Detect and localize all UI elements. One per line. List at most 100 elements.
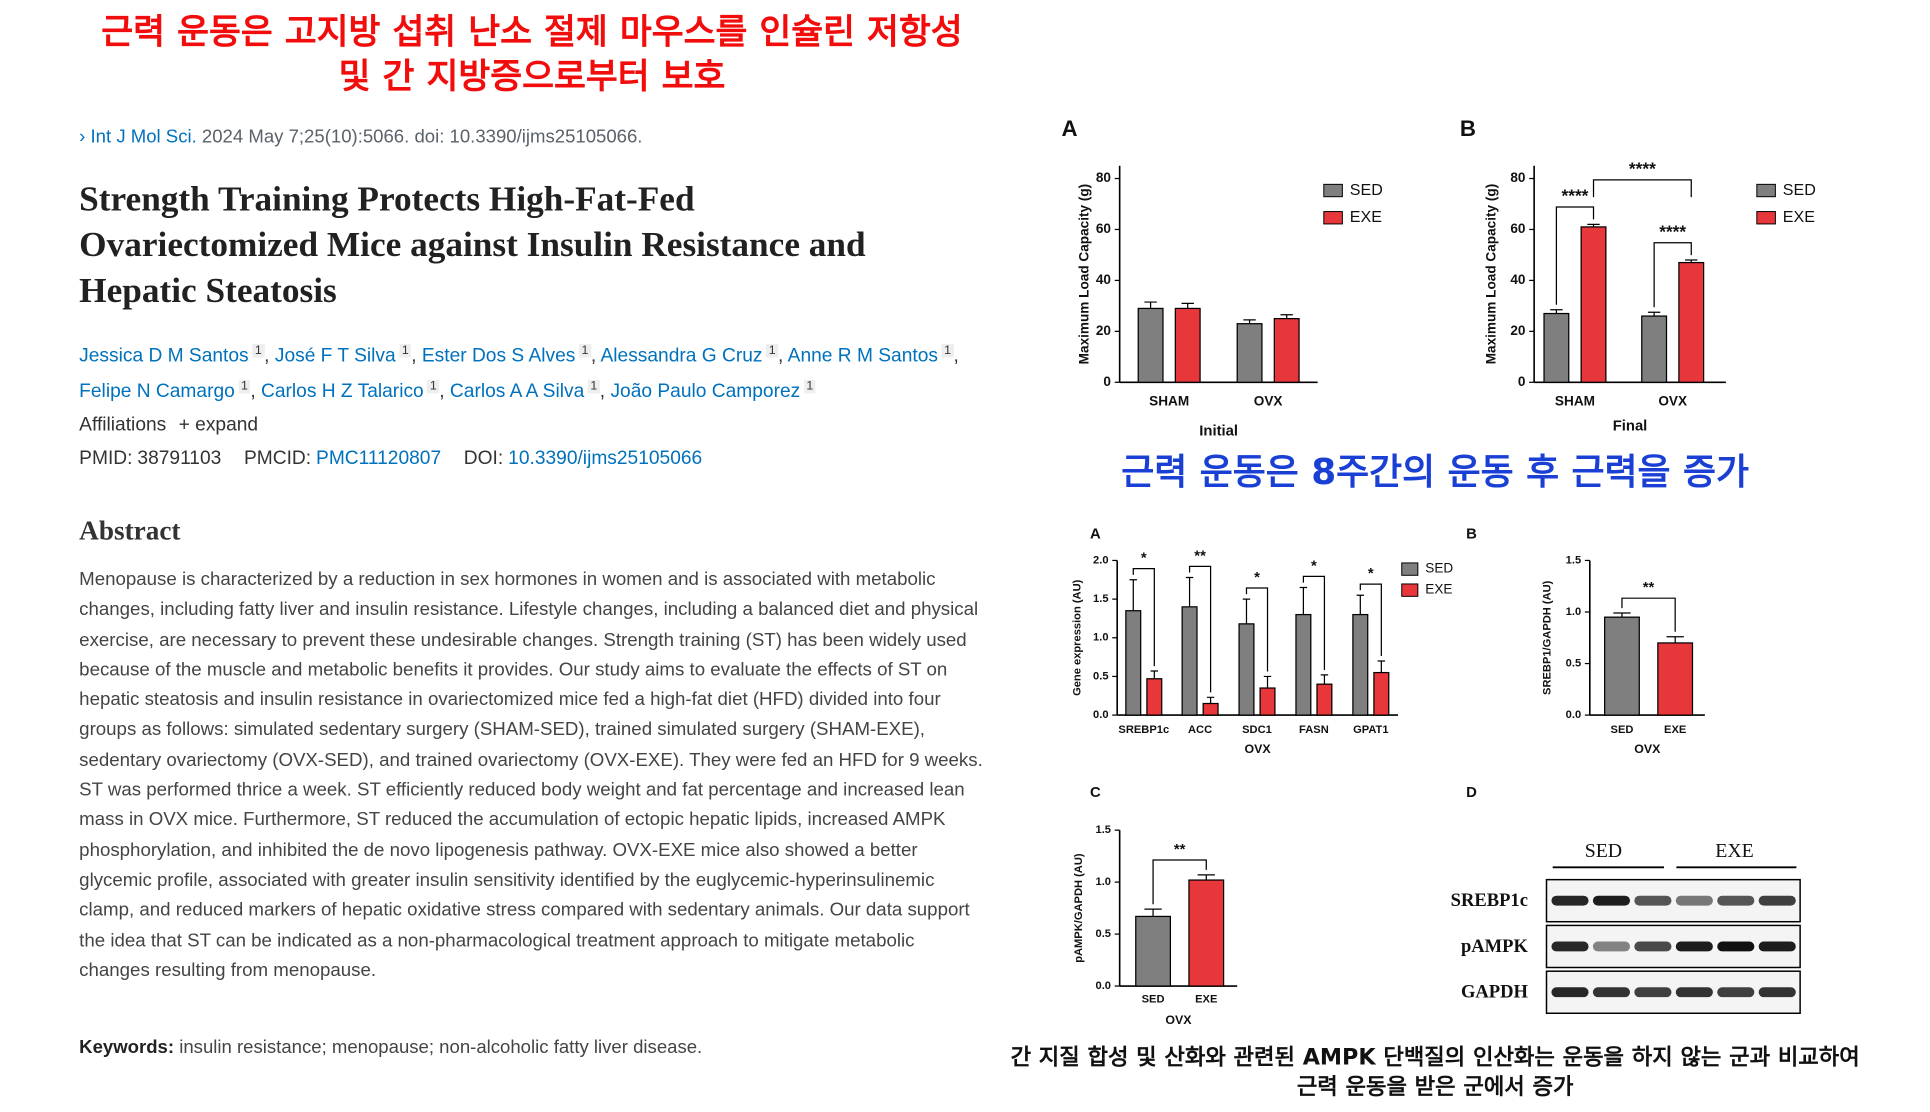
author-name[interactable]: José F T Silva (274, 345, 396, 367)
author-name[interactable]: Alessandra G Cruz (600, 345, 763, 367)
bar (1657, 642, 1694, 716)
keywords: Keywords: insulin resistance; menopause;… (79, 1037, 702, 1058)
affiliation-number[interactable]: 1 (399, 343, 412, 358)
blot-row-label: pAMPK (1461, 936, 1529, 957)
author[interactable]: Ester Dos S Alves 1 (421, 343, 600, 367)
x-tick-label: OVX (1658, 394, 1687, 409)
expand-button[interactable]: expand (166, 414, 258, 435)
pmcid[interactable]: PMC11120807 (316, 447, 442, 469)
bar (1202, 702, 1219, 716)
affiliation-number[interactable]: 1 (252, 343, 265, 358)
y-axis-label: pAMPK/GAPDH (AU) (1073, 853, 1085, 963)
error-bar (1647, 311, 1661, 317)
blot-band (1634, 941, 1672, 952)
significance-label: **** (1561, 186, 1588, 206)
author[interactable]: Carlos H Z Talarico 1 (261, 379, 450, 402)
significance-bracket (1132, 568, 1155, 667)
y-tick-label: 20 (1510, 323, 1525, 338)
title-line: Strength Training Protects High-Fat-Fed (79, 180, 695, 219)
significance-bracket (1592, 179, 1692, 198)
legend-label: EXE (1425, 582, 1452, 597)
author-name[interactable]: João Paulo Camporez (610, 380, 801, 402)
x-axis-label: OVX (1245, 742, 1272, 756)
panel-label: B (1460, 116, 1476, 141)
pmid-label: PMID: (79, 447, 133, 469)
significance-bracket (1188, 565, 1212, 693)
affiliation-number[interactable]: 1 (803, 379, 816, 393)
affiliation-number[interactable]: 1 (587, 379, 600, 393)
title-line: 근력 운동은 고지방 섭취 난소 절제 마우스를 인슐린 저항성 (101, 11, 963, 52)
error-bar (1299, 586, 1308, 615)
bar (1181, 606, 1198, 716)
author-name[interactable]: Ester Dos S Alves (421, 345, 576, 367)
y-tick-label: 60 (1096, 221, 1111, 236)
affiliation-number[interactable]: 1 (766, 343, 779, 358)
y-tick-label: 0.5 (1096, 928, 1111, 940)
error-bar (1685, 259, 1698, 263)
author[interactable]: Alessandra G Cruz 1 (600, 343, 788, 367)
significance-label: * (1311, 558, 1317, 574)
blot-group-label: SED (1585, 840, 1622, 862)
legend-swatch (1401, 562, 1419, 576)
affiliation-number[interactable]: 1 (579, 343, 591, 358)
panel-label: D (1466, 785, 1477, 801)
korean-title: 근력 운동은 고지방 섭취 난소 절제 마우스를 인슐린 저항성 및 간 지방증… (0, 10, 1064, 99)
panel-label: A (1062, 116, 1078, 141)
bar (1174, 307, 1201, 383)
author-name[interactable]: Jessica D M Santos (79, 345, 249, 367)
chevron: › (79, 126, 86, 148)
author-name[interactable]: Carlos A A Silva (449, 380, 585, 402)
blot-frame (1545, 970, 1801, 1015)
author[interactable]: Anne R M Santos 1 (787, 343, 959, 367)
affiliations-label: Affiliations (79, 414, 167, 436)
y-tick-label: 1.0 (1096, 876, 1111, 888)
blot-band (1758, 895, 1796, 906)
significance-bracket (1359, 583, 1382, 657)
panel-label: C (1090, 785, 1101, 801)
x-tick-label: GPAT1 (1353, 724, 1388, 736)
bar (1373, 671, 1390, 716)
error-bar (1144, 301, 1157, 309)
error-bar (1320, 674, 1329, 685)
y-tick-label: 1.0 (1093, 632, 1108, 644)
y-axis-label: Maximum Load Capacity (g) (1077, 184, 1092, 365)
author[interactable]: José F T Silva 1 (274, 343, 422, 367)
author[interactable]: Carlos A A Silva 1 (449, 379, 610, 402)
affiliation-number[interactable]: 1 (941, 343, 954, 358)
affiliation-number[interactable]: 1 (427, 379, 440, 393)
x-tick-label: SED (1142, 994, 1165, 1006)
error-bar (1197, 874, 1215, 881)
caption: 근력 운동은 8주간의 운동 후 근력을 증가 (1121, 452, 1749, 493)
blot-band (1634, 895, 1672, 906)
blot-frame (1545, 878, 1801, 923)
legend-label: SED (1425, 561, 1453, 576)
affiliation-number[interactable]: 1 (238, 379, 251, 393)
blot-band (1758, 941, 1796, 952)
doi[interactable]: 10.3390/ijms25105066 (508, 447, 703, 469)
significance-label: * (1368, 566, 1374, 582)
article-title: Strength Training Protects High-Fat-Fed … (79, 177, 865, 314)
abstract: Menopause is characterized by a reductio… (79, 569, 983, 981)
blot-band (1717, 941, 1755, 952)
bar (1604, 616, 1640, 716)
bar (1352, 613, 1369, 716)
bar (1188, 879, 1225, 987)
y-tick-label: 1.0 (1566, 606, 1581, 618)
author-name[interactable]: Felipe N Camargo (79, 380, 235, 402)
pmcid-label: PMCID: (243, 447, 312, 469)
x-tick-label: EXE (1195, 994, 1217, 1006)
author[interactable]: Felipe N Camargo 1 (79, 379, 261, 402)
significance-bracket (1653, 242, 1692, 308)
journal-link[interactable]: Int J Mol Sci. (90, 126, 197, 148)
y-tick-label: 1.5 (1093, 593, 1108, 605)
bar (1259, 687, 1276, 716)
author[interactable]: Jessica D M Santos 1 (79, 343, 275, 367)
author-name[interactable]: Carlos H Z Talarico (261, 380, 424, 402)
blot-band (1675, 895, 1713, 906)
author[interactable]: João Paulo Camporez 1 (610, 379, 816, 402)
bar (1236, 323, 1263, 383)
legend-swatch (1323, 183, 1343, 198)
author-name[interactable]: Anne R M Santos (787, 345, 938, 367)
error-bar (1613, 612, 1631, 618)
